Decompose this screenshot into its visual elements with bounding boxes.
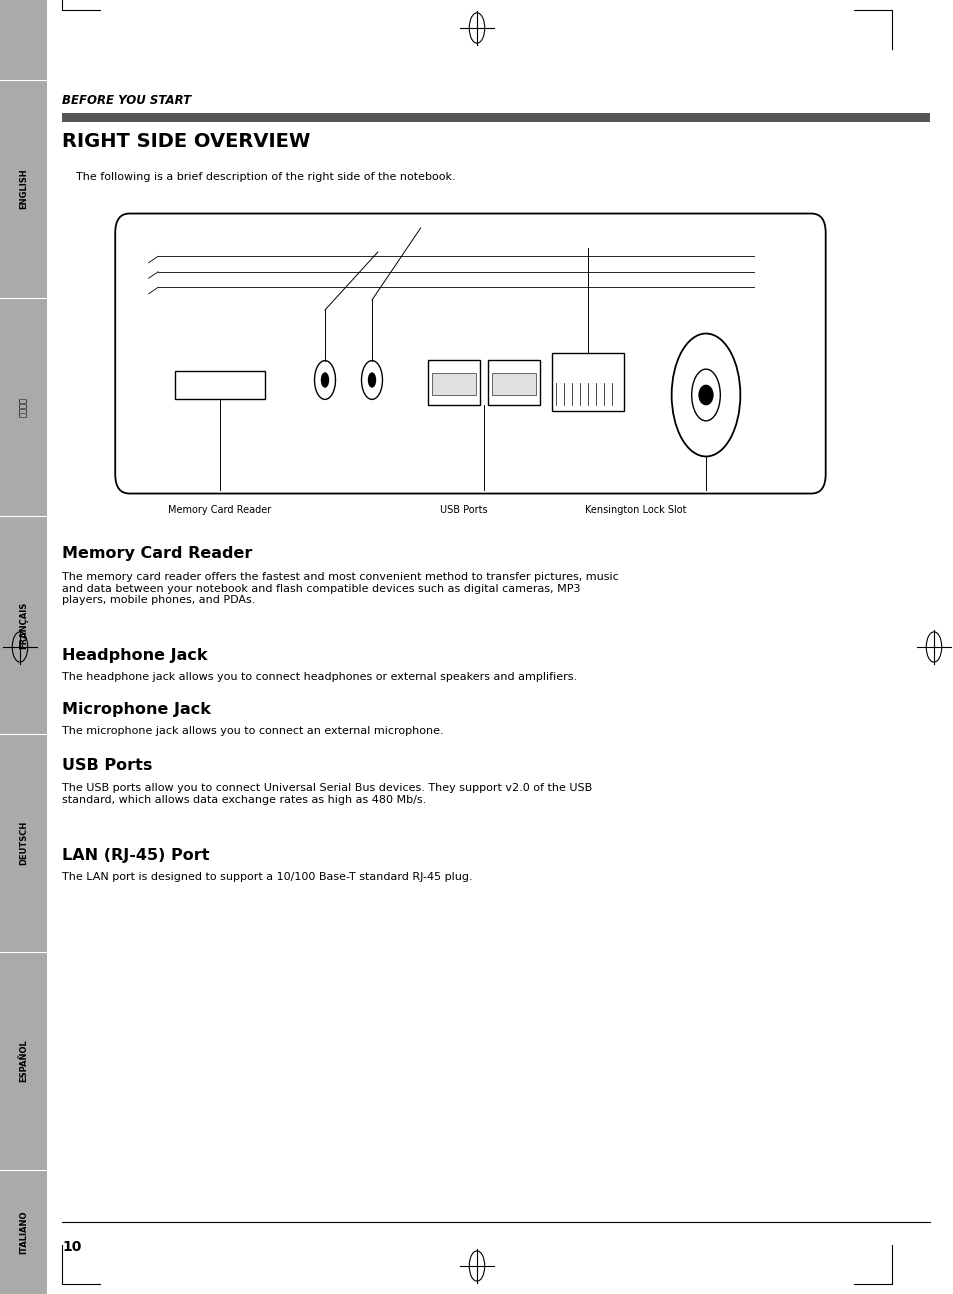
Text: Microphone Jack: Microphone Jack	[62, 703, 211, 717]
Text: Kensington Lock Slot: Kensington Lock Slot	[584, 505, 686, 515]
Bar	[432, 373, 476, 395]
Text: 繁體中文: 繁體中文	[19, 397, 28, 417]
Text: Memory Card Reader: Memory Card Reader	[62, 546, 253, 562]
Text: The memory card reader offers the fastest and most convenient method to transfer: The memory card reader offers the fastes…	[62, 572, 618, 606]
Ellipse shape	[691, 369, 720, 421]
FancyBboxPatch shape	[115, 214, 825, 493]
Text: ITALIANO: ITALIANO	[19, 1210, 28, 1254]
Text: Headphone Jack: Headphone Jack	[62, 648, 208, 663]
Ellipse shape	[361, 361, 382, 400]
Text: Memory Card Reader: Memory Card Reader	[168, 505, 271, 515]
Text: DEUTSCH: DEUTSCH	[19, 820, 28, 866]
Text: BEFORE YOU START: BEFORE YOU START	[62, 94, 191, 107]
Bar	[492, 373, 536, 395]
Text: The LAN port is designed to support a 10/100 Base-T standard RJ-45 plug.: The LAN port is designed to support a 10…	[62, 872, 472, 883]
Text: The headphone jack allows you to connect headphones or external speakers and amp: The headphone jack allows you to connect…	[62, 672, 577, 682]
FancyBboxPatch shape	[552, 353, 623, 411]
Text: USB Ports: USB Ports	[62, 758, 152, 773]
Text: ESPAÑOL: ESPAÑOL	[19, 1039, 28, 1082]
Ellipse shape	[320, 373, 329, 388]
Ellipse shape	[671, 334, 740, 457]
Text: 10: 10	[62, 1240, 81, 1254]
Text: The following is a brief description of the right side of the notebook.: The following is a brief description of …	[76, 172, 456, 182]
Text: ENGLISH: ENGLISH	[19, 168, 28, 210]
Text: LAN (RJ-45) Port: LAN (RJ-45) Port	[62, 848, 210, 863]
FancyBboxPatch shape	[488, 360, 539, 405]
Text: Microphone Jack: Microphone Jack	[330, 223, 410, 233]
Circle shape	[698, 384, 713, 405]
Ellipse shape	[314, 361, 335, 400]
Bar	[62, 113, 929, 122]
Text: USB Ports: USB Ports	[439, 505, 487, 515]
Text: Headphone Jack: Headphone Jack	[292, 247, 371, 258]
Text: FRANÇAIS: FRANÇAIS	[19, 602, 28, 648]
FancyBboxPatch shape	[428, 360, 479, 405]
Text: LAN (RJ-45) Port: LAN (RJ-45) Port	[586, 223, 664, 233]
Text: RIGHT SIDE OVERVIEW: RIGHT SIDE OVERVIEW	[62, 132, 310, 151]
Text: The microphone jack allows you to connect an external microphone.: The microphone jack allows you to connec…	[62, 726, 443, 736]
Text: The USB ports allow you to connect Universal Serial Bus devices. They support v2: The USB ports allow you to connect Unive…	[62, 783, 592, 805]
Ellipse shape	[368, 373, 375, 388]
Bar	[174, 371, 265, 400]
Bar	[0, 0, 47, 1294]
